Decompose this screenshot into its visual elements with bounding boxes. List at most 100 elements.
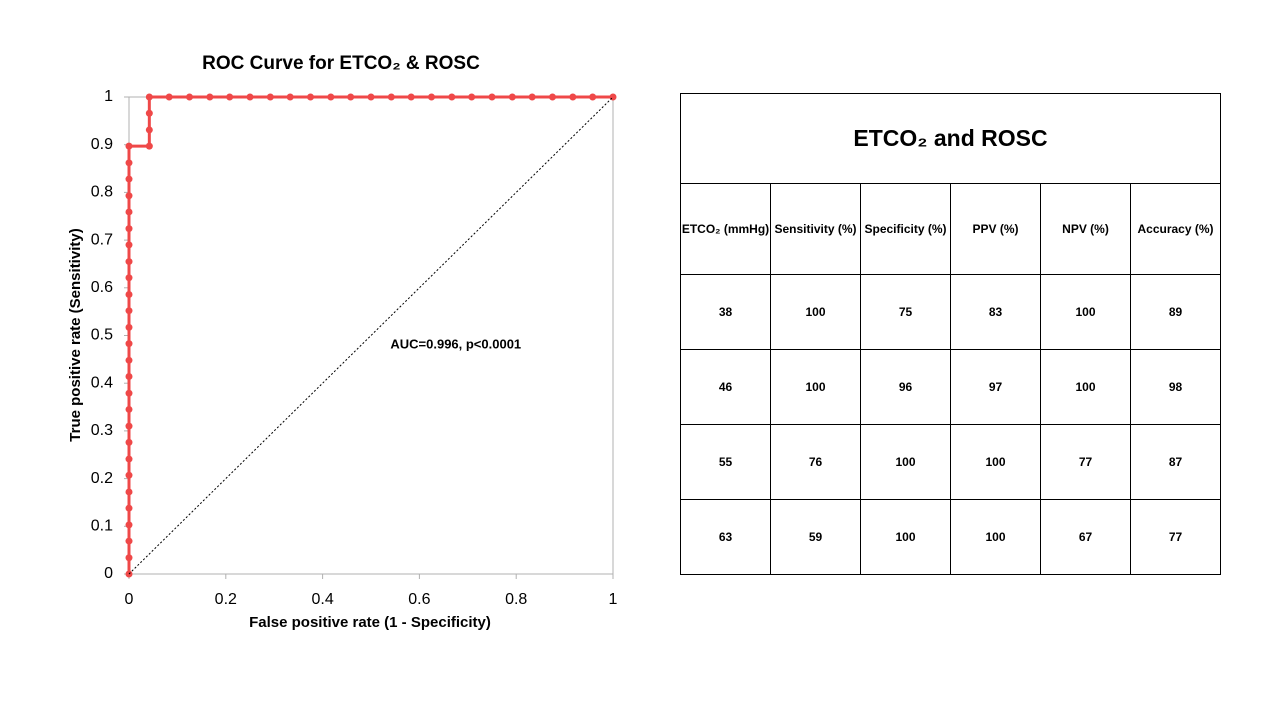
roc-point	[125, 488, 133, 496]
roc-point	[246, 93, 254, 101]
roc-point	[387, 93, 395, 101]
roc-point	[125, 504, 133, 512]
y-axis-label: True positive rate (Sensitivity)	[67, 228, 84, 441]
roc-point	[125, 258, 133, 266]
roc-point	[125, 340, 133, 348]
table-cell: 100	[950, 499, 1041, 575]
column-header: Accuracy (%)	[1130, 183, 1221, 275]
table-cell: 83	[950, 274, 1041, 350]
roc-point	[347, 93, 355, 101]
roc-point	[125, 471, 133, 479]
roc-point	[448, 93, 456, 101]
roc-point	[286, 93, 294, 101]
roc-point	[125, 175, 133, 183]
x-tick-label: 0.8	[505, 591, 527, 608]
roc-point	[125, 192, 133, 200]
table-cell: 46	[680, 349, 771, 425]
table-cell: 75	[860, 274, 951, 350]
roc-point	[549, 93, 556, 101]
y-tick-label: 1	[104, 88, 113, 105]
roc-point	[165, 93, 173, 101]
roc-point	[508, 93, 516, 101]
roc-point	[428, 93, 435, 101]
roc-point	[125, 521, 133, 529]
table-row: 38 100 75 83 100 89	[680, 274, 1221, 350]
column-header: Sensitivity (%)	[770, 183, 861, 275]
roc-point	[125, 290, 133, 298]
roc-point	[206, 93, 214, 101]
roc-point	[145, 93, 153, 101]
table-cell: 100	[860, 499, 951, 575]
y-tick-label: 0.6	[91, 279, 113, 296]
roc-point	[186, 93, 193, 101]
roc-point	[125, 307, 133, 315]
x-tick-label: 0.6	[408, 591, 430, 608]
roc-point	[125, 455, 133, 463]
table-row: 55 76 100 100 77 87	[680, 424, 1221, 500]
x-tick-label: 1	[609, 591, 618, 608]
roc-point	[125, 159, 133, 167]
x-axis-label: False positive rate (1 - Specificity)	[249, 614, 491, 631]
table-title: ETCO₂ and ROSC	[680, 93, 1221, 184]
roc-point	[125, 241, 133, 249]
roc-point	[367, 93, 375, 101]
table-cell: 89	[1130, 274, 1221, 350]
table-cell: 63	[680, 499, 771, 575]
roc-point	[407, 93, 415, 101]
reference-line	[128, 96, 614, 575]
roc-point	[226, 93, 234, 101]
annotation: AUC=0.996, p<0.0001	[390, 336, 521, 351]
chart-title: ROC Curve for ETCO₂ & ROSC	[202, 53, 480, 74]
roc-point	[327, 93, 335, 101]
table-cell: 100	[1040, 274, 1131, 350]
y-tick-label: 0.2	[91, 470, 113, 487]
table-cell: 100	[1040, 349, 1131, 425]
table-cell: 97	[950, 349, 1041, 425]
roc-point	[125, 554, 133, 562]
y-tick-label: 0.4	[91, 374, 113, 391]
data-table: ETCO₂ and ROSC ETCO₂ (mmHg) Sensitivity (%…	[680, 93, 1221, 575]
table-cell: 77	[1040, 424, 1131, 500]
roc-point	[125, 356, 133, 364]
table-cell: 87	[1130, 424, 1221, 500]
roc-point	[266, 93, 274, 101]
roc-point	[125, 405, 133, 413]
y-tick-label: 0.7	[91, 231, 113, 248]
x-tick-label: 0.2	[215, 591, 237, 608]
y-tick-label: 0.8	[91, 184, 113, 201]
roc-point	[488, 93, 496, 101]
table-cell: 59	[770, 499, 861, 575]
table-cell: 77	[1130, 499, 1221, 575]
roc-point	[468, 93, 476, 101]
y-tick-label: 0.5	[91, 327, 113, 344]
column-header: PPV (%)	[950, 183, 1041, 275]
table-cell: 100	[770, 349, 861, 425]
y-tick-label: 0.9	[91, 136, 113, 153]
roc-point	[125, 373, 133, 381]
table-cell: 100	[950, 424, 1041, 500]
title-row: ETCO₂ and ROSC	[680, 93, 1221, 184]
x-tick-label: 0.4	[311, 591, 333, 608]
y-tick-label: 0.3	[91, 422, 113, 439]
roc-point	[125, 537, 133, 545]
table-cell: 38	[680, 274, 771, 350]
roc-point	[145, 126, 153, 134]
x-tick-label: 0	[125, 591, 134, 608]
y-tick-label: 0.1	[91, 518, 113, 535]
roc-point	[589, 93, 597, 101]
y-tick-label: 0	[104, 565, 113, 582]
roc-point	[125, 142, 133, 150]
table-cell: 67	[1040, 499, 1131, 575]
column-header: ETCO₂ (mmHg)	[680, 183, 771, 275]
table-row: 63 59 100 100 67 77	[680, 499, 1221, 575]
roc-point	[307, 93, 314, 101]
roc-point	[145, 109, 153, 117]
roc-point	[528, 93, 536, 101]
column-header: Specificity (%)	[860, 183, 951, 275]
roc-point	[125, 225, 133, 233]
table-cell: 98	[1130, 349, 1221, 425]
column-header: NPV (%)	[1040, 183, 1131, 275]
roc-point	[125, 323, 133, 331]
roc-point	[145, 142, 153, 150]
